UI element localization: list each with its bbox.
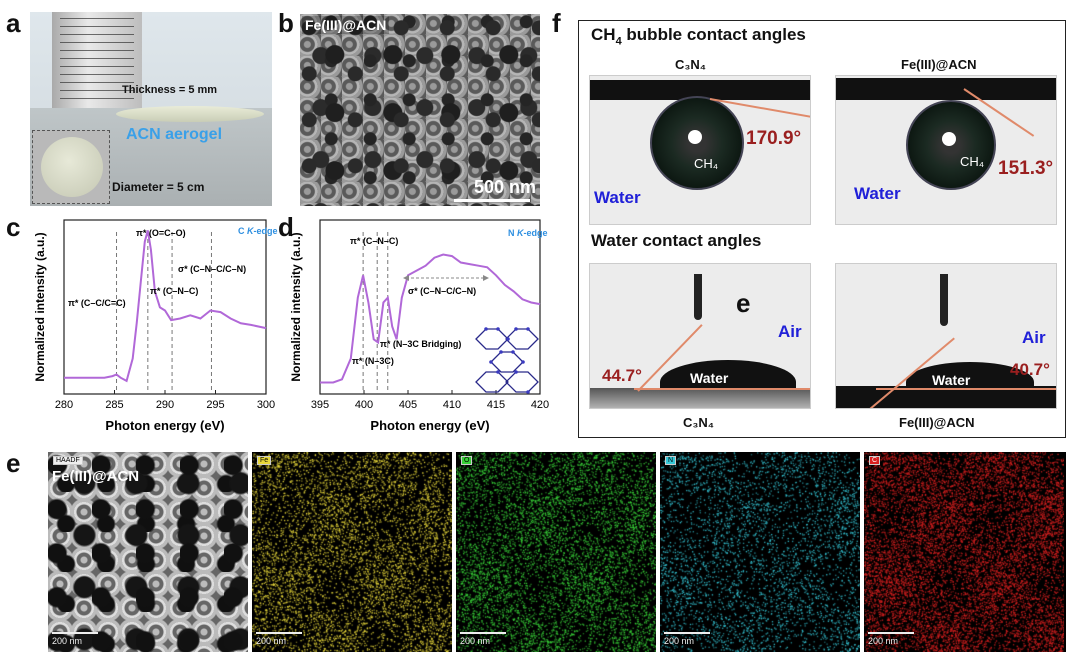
ch4-c3n4-image: CH₄ 170.9° Water xyxy=(589,75,811,225)
panel-label-c: c xyxy=(6,212,21,242)
map-tag-fe: Fe xyxy=(257,456,272,465)
chart-d-sigma-arrow-left xyxy=(403,275,409,281)
chart-d-edge-label: N K-edge xyxy=(508,228,548,238)
sem-image: Fe(III)@ACN 500 nm xyxy=(300,14,540,206)
chart-c-ylabel: Normalized intensity (a.u.) xyxy=(33,232,47,381)
ch4-feacn-label: Fe(III)@ACN xyxy=(901,57,977,72)
map-tag-c: C xyxy=(869,456,881,465)
diameter-label: Diameter = 5 cm xyxy=(112,180,205,194)
map-tag-haadf: HAADF xyxy=(53,456,83,465)
map-tag-n: N xyxy=(665,456,677,465)
ruler xyxy=(52,12,142,112)
chart-d-ylabel: Normalized intensity (a.u.) xyxy=(289,232,303,381)
chart-d-series-line xyxy=(320,253,541,384)
ch4-title: CH4 bubble contact angles xyxy=(591,25,806,48)
chart-c-annotation-cnc: π* (C–N–C) xyxy=(150,286,198,296)
panel-label-a: a xyxy=(6,8,21,38)
water-text-c3n4: Water xyxy=(690,370,729,386)
chart-c-annotation-sigma: σ* (C–N–C/C–N) xyxy=(178,264,246,274)
sem-scale-label: 500 nm xyxy=(473,177,536,197)
o-map: O 200 nm xyxy=(456,452,656,652)
map-o-texture xyxy=(456,452,656,652)
chart-d-annotation-sigma: σ* (C–N–C/C–N) xyxy=(408,286,476,296)
water-feacn-label: Fe(III)@ACN xyxy=(899,415,975,430)
air-label-feacn: Air xyxy=(1022,328,1046,347)
ch4-feacn-image: CH₄ 151.3° Water xyxy=(835,75,1057,225)
haadf-map: HAADF Fe(III)@ACN 200 nm xyxy=(48,452,248,652)
chart-d-k-edge: 395 400 405 410 415 420 N K-edge π* (C–N–C) σ… xyxy=(289,219,549,433)
chart-c-series-line xyxy=(64,230,267,383)
aerogel-photo: Thickness = 5 mm ACN aerogel Diameter = … xyxy=(30,12,272,206)
water-text-feacn: Water xyxy=(932,372,971,388)
scale-n: 200 nm xyxy=(664,632,710,646)
map-fe-texture xyxy=(252,452,452,652)
scale-haadf: 200 nm xyxy=(52,632,98,646)
x-tick-label-3: 410 xyxy=(443,399,461,411)
x-tick-label-2: 290 xyxy=(156,399,174,411)
water-label-ch4-c3n4: Water xyxy=(594,188,641,207)
x-tick-label-2: 405 xyxy=(399,399,417,411)
water-feacn-image: Water 40.7° Air xyxy=(835,263,1057,409)
sem-scale-bar xyxy=(454,199,530,202)
water-c3n4-image: Water 44.7° Air e xyxy=(589,263,811,409)
chart-d-frame xyxy=(319,219,541,395)
ch4-text-feacn: CH₄ xyxy=(960,154,985,169)
water-label-ch4-feacn: Water xyxy=(854,184,901,203)
chart-d-annotation-bridging: π* (N–3C Bridging) xyxy=(380,339,461,349)
haadf-title: Fe(III)@ACN xyxy=(52,468,140,485)
chart-d-annotation-cnc: π* (C–N–C) xyxy=(350,236,398,246)
sem-title: Fe(III)@ACN xyxy=(302,16,390,34)
chart-d-sigma-arrow-right xyxy=(483,275,489,281)
x-tick-label-0: 395 xyxy=(311,399,329,411)
aerogel-top-inset xyxy=(32,130,110,204)
angle-ch4-c3n4: 170.9° xyxy=(746,128,802,149)
fe-map: Fe 200 nm xyxy=(252,452,452,652)
map-c-texture xyxy=(864,452,1064,652)
panel-label-f: f xyxy=(552,8,561,38)
air-label-c3n4: Air xyxy=(778,322,802,341)
x-tick-label-5: 420 xyxy=(531,399,549,411)
panel-label-b: b xyxy=(278,8,294,38)
x-tick-label-1: 400 xyxy=(355,399,373,411)
contact-angle-panel: CH4 bubble contact angles C₃N₄ CH₄ 170.9… xyxy=(578,20,1066,438)
thickness-label: Thickness = 5 mm xyxy=(122,84,218,96)
aerogel-label: ACN aerogel xyxy=(126,126,223,143)
angle-water-c3n4: 44.7° xyxy=(602,366,642,385)
x-tick-label-0: 280 xyxy=(55,399,73,411)
x-tick-label-4: 300 xyxy=(257,399,275,411)
chart-c-xlabel: Photon energy (eV) xyxy=(105,418,224,433)
c-map: C 200 nm xyxy=(864,452,1066,652)
x-tick-label-1: 285 xyxy=(105,399,123,411)
inner-panel-label-e: e xyxy=(736,288,751,318)
angle-ch4-feacn: 151.3° xyxy=(998,158,1054,179)
x-tick-label-4: 415 xyxy=(487,399,505,411)
chart-c-edge-label: C K-edge xyxy=(238,226,278,236)
panel-label-d: d xyxy=(278,212,294,242)
chart-c-annotation-cc: π* (C–C/C=C) xyxy=(68,298,126,308)
chart-d-xlabel: Photon energy (eV) xyxy=(370,418,489,433)
panel-label-e: e xyxy=(6,448,21,478)
map-n-texture xyxy=(660,452,860,652)
ch4-text-c3n4: CH₄ xyxy=(694,156,719,171)
scale-o: 200 nm xyxy=(460,632,506,646)
c3n4-lattice-inset xyxy=(475,327,539,394)
scale-c: 200 nm xyxy=(868,632,914,646)
angle-water-feacn: 40.7° xyxy=(1010,360,1050,379)
n-map: N 200 nm xyxy=(660,452,860,652)
x-tick-label-3: 295 xyxy=(206,399,224,411)
map-tag-o: O xyxy=(461,456,473,465)
water-title: Water contact angles xyxy=(591,231,762,250)
scale-fe: 200 nm xyxy=(256,632,302,646)
chart-c-annotation-oco: π* (O=C–O) xyxy=(136,228,186,238)
water-c3n4-label: C₃N₄ xyxy=(683,415,714,430)
ch4-c3n4-label: C₃N₄ xyxy=(675,57,706,72)
chart-d-annotation-n3c: π* (N–3C) xyxy=(352,356,394,366)
chart-c-k-edge: 280 285 290 295 300 C K-edge π* (O=C–O) σ* (… xyxy=(33,219,278,433)
